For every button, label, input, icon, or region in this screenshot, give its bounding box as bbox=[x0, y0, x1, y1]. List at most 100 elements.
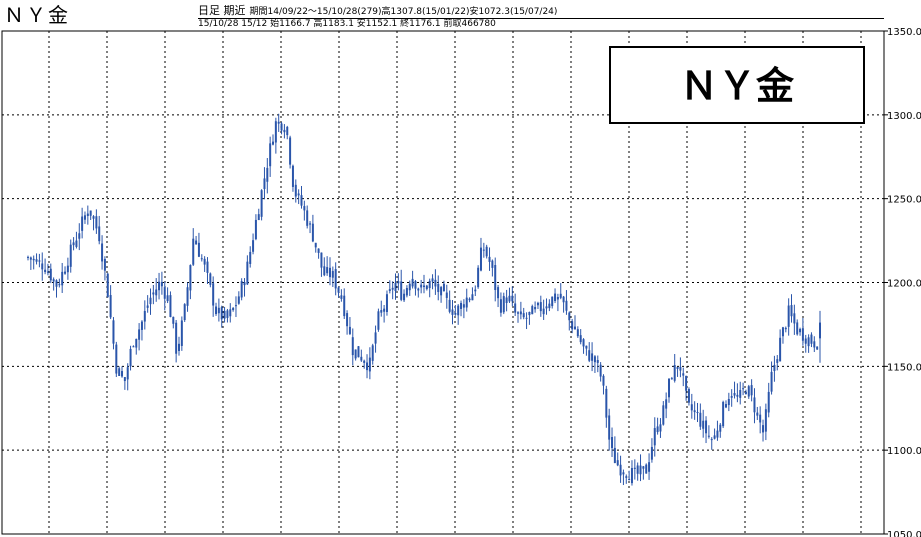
price-bar-body bbox=[639, 465, 642, 475]
price-bar-body bbox=[468, 298, 471, 301]
price-bar-body bbox=[445, 292, 448, 298]
price-bar-body bbox=[744, 391, 747, 395]
price-bar-body bbox=[733, 393, 736, 396]
price-bar-body bbox=[781, 327, 784, 337]
price-bar-body bbox=[565, 300, 568, 311]
y-tick-label: 1300.0 bbox=[887, 111, 921, 122]
title-box-frame bbox=[609, 46, 865, 124]
last-bar-summary: 15/10/28 15/12 始1166.7 高1183.1 安1152.1 終… bbox=[198, 19, 496, 29]
price-bar-body bbox=[64, 271, 67, 274]
price-bar-body bbox=[397, 281, 400, 284]
price-bar-body bbox=[602, 375, 605, 386]
price-bar-body bbox=[690, 404, 693, 411]
price-bar-body bbox=[357, 346, 360, 358]
price-bar-body bbox=[200, 258, 203, 260]
price-bar-body bbox=[252, 240, 255, 252]
price-bar-body bbox=[135, 338, 138, 348]
price-bar-body bbox=[659, 424, 662, 432]
price-bar-body bbox=[491, 260, 494, 268]
price-bar-body bbox=[294, 184, 297, 197]
price-bar-body bbox=[283, 129, 286, 133]
price-bar-body bbox=[554, 293, 557, 302]
price-bar-body bbox=[374, 332, 377, 344]
price-bar-body bbox=[340, 295, 343, 299]
price-bar-body bbox=[633, 467, 636, 469]
price-bar-body bbox=[212, 283, 215, 306]
price-bar-body bbox=[52, 279, 55, 282]
price-bar-body bbox=[474, 289, 477, 292]
price-bar-body bbox=[132, 346, 135, 348]
price-bar-body bbox=[539, 302, 542, 312]
price-bar-body bbox=[27, 256, 29, 258]
price-bar-body bbox=[394, 282, 397, 292]
price-bar-body bbox=[605, 388, 608, 418]
price-bar-body bbox=[269, 143, 272, 167]
price-bar-body bbox=[206, 261, 209, 273]
price-bar-body bbox=[753, 397, 756, 413]
price-bar-body bbox=[471, 294, 474, 301]
price-bar-body bbox=[160, 282, 163, 287]
price-bar-body bbox=[462, 304, 465, 308]
price-bar-body bbox=[719, 424, 722, 432]
price-bar-body bbox=[49, 268, 52, 281]
price-bar-body bbox=[229, 309, 232, 317]
price-bar-body bbox=[152, 292, 155, 295]
price-bar-body bbox=[92, 216, 95, 219]
price-bar-body bbox=[619, 464, 622, 476]
price-bar-body bbox=[32, 258, 35, 261]
price-bar-body bbox=[195, 240, 198, 245]
price-bar-body bbox=[488, 256, 491, 262]
price-bar-body bbox=[260, 190, 263, 217]
price-bar-body bbox=[668, 378, 671, 398]
price-bar-body bbox=[309, 223, 312, 225]
price-bar-body bbox=[759, 414, 762, 423]
price-bar-body bbox=[115, 344, 118, 374]
price-bar-body bbox=[531, 306, 534, 315]
price-bar-body bbox=[223, 310, 226, 319]
price-bar-body bbox=[517, 312, 520, 314]
price-bar-body bbox=[437, 283, 440, 293]
price-bar-body bbox=[428, 280, 431, 289]
price-bar-body bbox=[46, 271, 49, 273]
y-tick-label: 1100.0 bbox=[887, 446, 921, 457]
price-bar-body bbox=[403, 293, 406, 301]
price-bar-body bbox=[83, 215, 86, 220]
price-bar-body bbox=[411, 278, 414, 287]
price-bar-body bbox=[348, 326, 351, 334]
price-bar-body bbox=[793, 313, 796, 324]
price-bar-body bbox=[665, 399, 668, 409]
price-bar-body bbox=[616, 460, 619, 466]
price-bar-body bbox=[562, 296, 565, 303]
price-bar-body bbox=[454, 313, 457, 315]
price-bar-body bbox=[816, 346, 819, 350]
price-bar-body bbox=[272, 141, 275, 145]
price-bar-body bbox=[354, 349, 357, 359]
price-bar-body bbox=[140, 321, 143, 330]
price-bar-body bbox=[779, 337, 782, 362]
price-bar-body bbox=[679, 366, 682, 371]
price-bar-body bbox=[118, 368, 121, 376]
price-bar-body bbox=[804, 338, 807, 344]
price-bar-body bbox=[536, 302, 539, 306]
price-bar-body bbox=[192, 238, 195, 265]
price-bar-body bbox=[420, 284, 423, 288]
price-bar-body bbox=[414, 281, 417, 289]
price-bar-body bbox=[366, 362, 369, 371]
price-bar-body bbox=[730, 396, 733, 398]
price-bar-body bbox=[756, 412, 759, 416]
price-bar-body bbox=[790, 305, 793, 317]
price-bar-body bbox=[636, 465, 639, 474]
title-box-text: ＮＹ金 bbox=[680, 64, 795, 108]
price-bar-body bbox=[588, 350, 591, 361]
price-bar-body bbox=[106, 273, 109, 298]
price-bar-body bbox=[126, 367, 129, 380]
price-bar-body bbox=[234, 305, 237, 307]
chart-type-label: 日足 期近 bbox=[198, 4, 246, 17]
price-bar-body bbox=[180, 320, 183, 346]
price-bar-body bbox=[226, 310, 229, 318]
price-bar-body bbox=[508, 295, 511, 302]
price-bar-body bbox=[699, 412, 702, 427]
price-bar-body bbox=[380, 310, 383, 313]
price-bar-body bbox=[628, 478, 631, 481]
